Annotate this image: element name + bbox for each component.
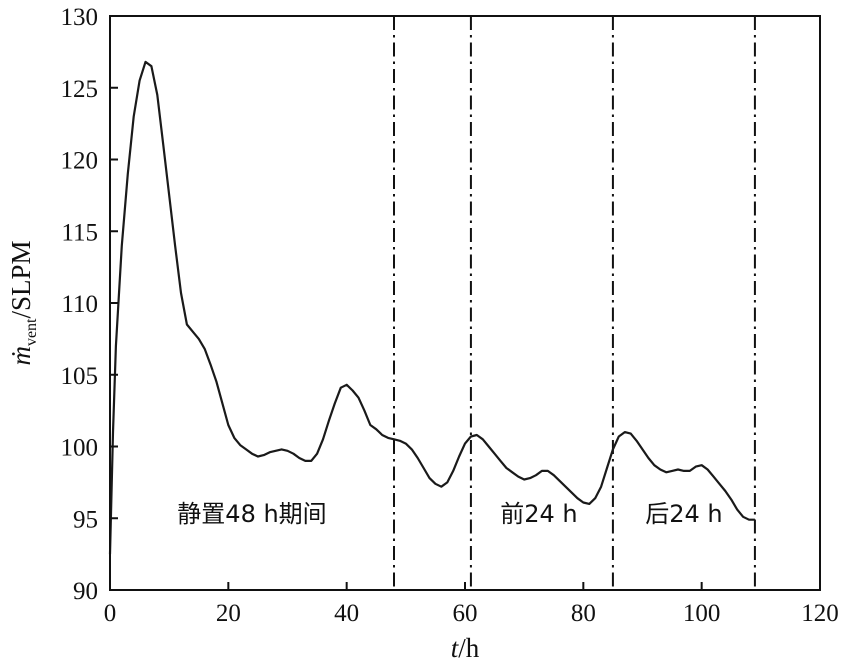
x-tick-label: 100 <box>683 600 721 627</box>
region-annotations: 静置48 h期间 前24 h 后24 h <box>177 500 722 528</box>
y-tick-label: 105 <box>61 363 99 390</box>
y-axis-ticks: 90 95 100 105 110 115 120 125 130 <box>61 4 118 605</box>
y-tick-label: 110 <box>61 291 98 318</box>
x-tick-label: 0 <box>104 600 117 627</box>
x-tick-label: 60 <box>453 600 478 627</box>
x-tick-label: 40 <box>334 600 359 627</box>
x-axis-label: t/h <box>451 633 480 663</box>
y-tick-label: 120 <box>61 148 99 175</box>
y-tick-label: 125 <box>61 76 99 103</box>
annotation-2: 后24 h <box>645 500 722 528</box>
y-axis-label: ṁvent/SLPM <box>6 240 40 365</box>
y-tick-label: 95 <box>73 506 98 533</box>
annotation-1: 前24 h <box>500 500 577 528</box>
x-axis-label-unit: /h <box>458 633 480 663</box>
y-tick-label: 115 <box>61 219 98 246</box>
x-axis-label-var: t <box>451 633 460 663</box>
y-axis-label-unit: /SLPM <box>6 240 36 318</box>
annotation-0: 静置48 h期间 <box>177 500 326 528</box>
y-tick-label: 90 <box>73 578 98 605</box>
series-line <box>108 60 755 555</box>
x-tick-label: 120 <box>801 600 839 627</box>
y-axis-label-symbol: ṁ <box>6 346 36 366</box>
y-axis-label-subscript: vent <box>23 318 40 346</box>
y-tick-label: 100 <box>61 435 99 462</box>
x-tick-label: 20 <box>216 600 241 627</box>
y-tick-label: 130 <box>61 4 99 31</box>
x-tick-label: 80 <box>571 600 596 627</box>
x-axis-ticks: 0 20 40 60 80 100 120 <box>104 582 839 627</box>
